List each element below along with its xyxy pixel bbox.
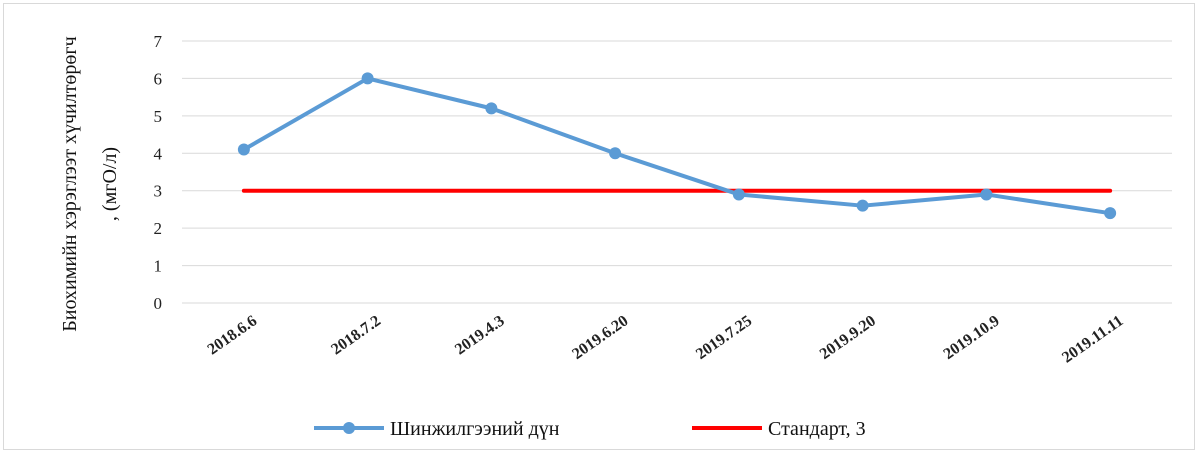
series-line-measurement	[241, 76, 1113, 216]
y-axis-title-line-1: Биохимийн хэрэглээт хүчилтөрөгч	[59, 36, 81, 331]
y-axis-title: Биохимийн хэрэглээт хүчилтөрөгч , (мгО/л…	[59, 36, 121, 331]
data-point	[361, 72, 374, 85]
data-point	[980, 188, 993, 201]
legend-label-standard: Стандарт, 3	[768, 418, 866, 440]
x-tick-labels: 2018.6.6 2018.7.2 2019.4.3 2019.6.20 2019.7.…	[205, 312, 1127, 366]
y-tick-label: 4	[154, 144, 163, 163]
x-tick-label: 2018.7.2	[328, 312, 384, 358]
x-tick-label: 2019.4.3	[452, 312, 508, 358]
data-point	[609, 147, 622, 160]
series-lines	[237, 72, 1117, 220]
x-tick-label: 2018.6.6	[205, 312, 261, 358]
y-tick-label: 5	[154, 107, 163, 126]
x-tick-label: 2019.6.20	[569, 312, 631, 363]
y-tick-label: 3	[154, 182, 163, 201]
y-axis-title-line-2: , (мгО/л)	[99, 147, 121, 221]
data-point	[856, 199, 869, 212]
data-point	[237, 143, 250, 156]
y-tick-label: 1	[154, 257, 163, 276]
x-tick-label: 2019.11.11	[1059, 312, 1126, 366]
x-tick-label: 2019.9.20	[817, 312, 879, 363]
legend-marker-measurement	[343, 422, 355, 434]
legend-label-measurement: Шинжилгээний дүн	[390, 418, 560, 440]
y-tick-label: 0	[154, 294, 163, 313]
legend-item-standard: Стандарт, 3	[692, 418, 866, 440]
x-tick-label: 2019.7.25	[693, 312, 755, 363]
data-point	[732, 188, 745, 201]
y-tick-label: 7	[154, 32, 163, 51]
y-tick-labels: 0 1 2 3 4 5 6 7	[154, 32, 163, 313]
legend-item-measurement: Шинжилгээний дүн	[314, 418, 560, 440]
line-chart: 0 1 2 3 4 5 6 7 2018.6.6 2018.7.2 2019.4.3 2019.6.…	[59, 32, 1172, 440]
x-tick-label: 2019.10.9	[940, 312, 1002, 363]
chart-frame: 0 1 2 3 4 5 6 7 2018.6.6 2018.7.2 2019.4.3 2019.6.…	[3, 3, 1195, 450]
legend: Шинжилгээний дүн Стандарт, 3	[314, 418, 866, 440]
y-tick-label: 2	[154, 219, 163, 238]
data-point	[485, 102, 498, 115]
data-point	[1104, 207, 1117, 220]
y-tick-label: 6	[154, 69, 163, 88]
